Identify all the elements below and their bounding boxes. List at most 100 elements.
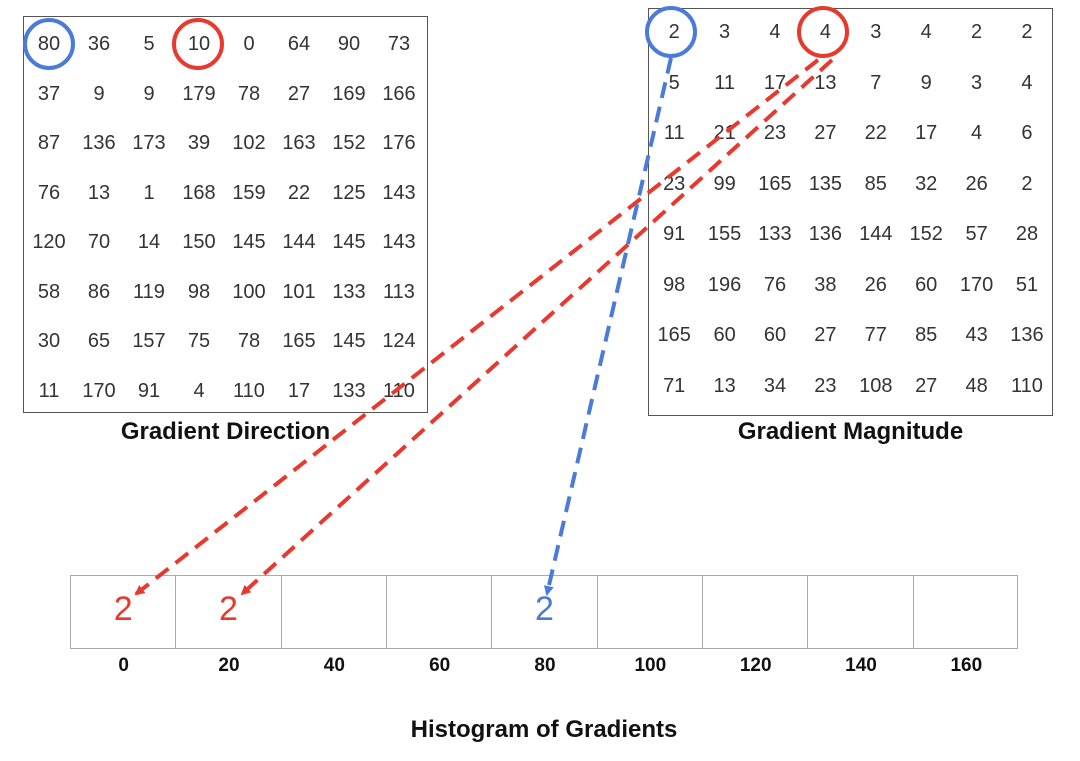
magnitude-cell: 28 [1015, 223, 1039, 245]
direction-cell: 58 [37, 280, 61, 303]
magnitude-cell: 71 [663, 374, 686, 397]
magnitude-cell: 2 [1021, 172, 1033, 195]
magnitude-cell: 5 [668, 71, 680, 94]
direction-cell: 37 [37, 82, 61, 105]
direction-cell: 165 [282, 330, 316, 352]
direction-cell: 17 [287, 379, 311, 402]
histogram-bins: 2 2 2 [70, 575, 1018, 649]
direction-cell: 73 [387, 33, 411, 55]
direction-cell: 173 [132, 132, 166, 154]
direction-cell: 4 [193, 379, 205, 402]
magnitude-cell: 4 [971, 122, 983, 144]
direction-cell: 1 [143, 181, 155, 204]
direction-cell: 78 [237, 82, 261, 105]
direction-cell: 9 [143, 82, 155, 105]
histogram-bin [282, 576, 387, 648]
histogram-bin [808, 576, 914, 648]
magnitude-cell: 57 [965, 223, 988, 245]
direction-cell: 100 [232, 280, 266, 303]
direction-cell: 119 [133, 280, 165, 303]
magnitude-cell: 144 [859, 223, 893, 245]
histogram-bin-label: 60 [429, 655, 451, 676]
magnitude-cell: 22 [864, 122, 887, 144]
histogram-bin-value: 2 [219, 590, 238, 628]
direction-cell: 27 [287, 82, 311, 105]
histogram-bin [703, 576, 809, 648]
magnitude-cell: 26 [965, 172, 988, 195]
histogram-bin-value: 2 [535, 590, 554, 628]
direction-cell: 120 [32, 231, 66, 253]
histogram-bin-label: 80 [534, 655, 556, 676]
magnitude-cell: 32 [915, 172, 938, 195]
gradient-magnitude-caption: Gradient Magnitude [737, 418, 964, 445]
direction-cell: 144 [282, 231, 316, 253]
magnitude-cell: 26 [864, 273, 887, 296]
magnitude-cell: 51 [1015, 273, 1039, 296]
magnitude-cell: 3 [870, 21, 882, 43]
magnitude-cell: 170 [959, 273, 994, 296]
histogram-bin-label: 20 [218, 655, 240, 676]
magnitude-cell: 2 [1021, 21, 1033, 43]
direction-cell: 110 [383, 379, 415, 402]
histogram-bin [598, 576, 703, 648]
direction-cell: 0 [243, 33, 255, 55]
magnitude-cell: 136 [808, 223, 843, 245]
magnitude-cell: 11 [663, 122, 685, 144]
gradient-magnitude-grid: 2 3 4 4 3 4 2 2 5 11 17 13 7 9 3 4 11 21 23 27 22 17 4 6 23 99 165… [648, 8, 1053, 416]
direction-cell: 133 [332, 379, 366, 402]
magnitude-cell: 4 [920, 21, 932, 43]
histogram-bin-label: 0 [118, 655, 129, 676]
direction-cell: 157 [132, 330, 166, 352]
direction-cell: 36 [87, 33, 111, 55]
magnitude-cell: 60 [713, 324, 736, 346]
histogram-bin-label: 40 [323, 655, 345, 676]
magnitude-cell: 110 [1011, 374, 1043, 397]
magnitude-cell: 9 [920, 71, 932, 94]
magnitude-cell: 2 [668, 21, 680, 43]
direction-cell: 152 [332, 132, 366, 154]
magnitude-cell: 21 [713, 122, 736, 144]
magnitude-cell: 17 [915, 122, 938, 144]
direction-cell: 10 [187, 33, 211, 55]
direction-cell: 113 [383, 280, 415, 303]
direction-cell: 169 [332, 82, 366, 105]
direction-cell: 102 [232, 132, 266, 154]
magnitude-cell: 4 [769, 21, 781, 43]
direction-cell: 30 [37, 330, 61, 352]
magnitude-cell: 23 [814, 374, 837, 397]
direction-cell: 159 [232, 181, 266, 204]
direction-cell: 163 [282, 132, 316, 154]
histogram-bin: 2 [71, 576, 177, 648]
histogram-bin-label: 160 [950, 655, 983, 676]
magnitude-cell: 38 [814, 273, 837, 296]
magnitude-cell: 34 [763, 374, 787, 397]
direction-cell: 125 [332, 181, 366, 204]
direction-cell: 76 [37, 181, 61, 204]
direction-cell: 75 [187, 330, 211, 352]
magnitude-cell: 136 [1010, 324, 1044, 346]
magnitude-cell: 43 [965, 324, 988, 346]
magnitude-cell: 27 [814, 324, 837, 346]
magnitude-cell: 4 [1021, 71, 1033, 94]
direction-cell: 65 [87, 330, 111, 352]
direction-cell: 143 [382, 231, 416, 253]
magnitude-cell: 3 [971, 71, 983, 94]
magnitude-cell: 27 [915, 374, 938, 397]
direction-cell: 5 [143, 33, 155, 55]
magnitude-cell: 85 [915, 324, 938, 346]
histogram-bin: 2 [176, 576, 282, 648]
direction-cell: 70 [87, 231, 111, 253]
magnitude-cell: 7 [870, 71, 882, 94]
direction-cell: 166 [382, 82, 416, 105]
histogram-bin-label: 140 [845, 655, 877, 676]
magnitude-cell: 165 [758, 172, 792, 195]
direction-cell: 145 [232, 231, 266, 253]
magnitude-cell: 6 [1021, 122, 1033, 144]
magnitude-cell: 98 [663, 273, 686, 296]
magnitude-cell: 135 [808, 172, 843, 195]
histogram-bin [914, 576, 1019, 648]
direction-cell: 179 [182, 82, 216, 105]
magnitude-cell: 91 [663, 223, 686, 245]
magnitude-cell: 48 [965, 374, 988, 397]
direction-cell: 136 [82, 132, 116, 154]
